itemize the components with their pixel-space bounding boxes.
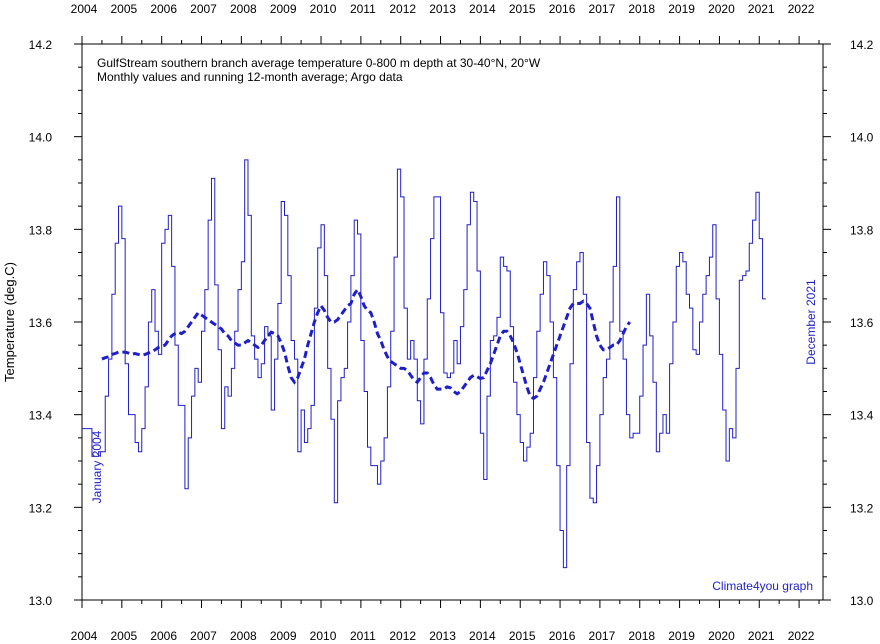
credit-label: Climate4you graph xyxy=(712,579,813,593)
x-tick-label-top: 2006 xyxy=(150,2,177,16)
y-tick-label-left: 13.2 xyxy=(29,501,53,515)
x-tick-label-bottom: 2007 xyxy=(190,629,217,643)
x-tick-label-top: 2010 xyxy=(310,2,337,16)
start-annotation: January 2004 xyxy=(90,430,104,503)
x-tick-label-top: 2017 xyxy=(589,2,616,16)
end-annotation: December 2021 xyxy=(804,279,818,365)
x-tick-label-bottom: 2020 xyxy=(708,629,735,643)
y-tick-label-left: 14.0 xyxy=(29,131,53,145)
y-tick-label-left: 14.2 xyxy=(29,38,53,52)
y-axis-label: Temperature (deg.C) xyxy=(2,262,17,382)
chart-title: GulfStream southern branch average tempe… xyxy=(97,56,541,70)
x-tick-label-top: 2008 xyxy=(230,2,257,16)
x-tick-label-top: 2018 xyxy=(628,2,655,16)
x-tick-label-top: 2019 xyxy=(668,2,695,16)
plot-frame xyxy=(81,43,824,601)
x-tick-label-top: 2013 xyxy=(429,2,456,16)
x-tick-label-top: 2014 xyxy=(469,2,496,16)
x-tick-label-top: 2005 xyxy=(110,2,137,16)
labels-layer: 2004 2004 2005 2005 2006 2006 2007 2007 2008 2008… xyxy=(29,2,874,643)
running-average-line xyxy=(101,286,631,401)
y-tick-label-right: 13.8 xyxy=(850,223,874,237)
y-tick-label-right: 13.2 xyxy=(850,501,874,515)
x-tick-label-bottom: 2013 xyxy=(429,629,456,643)
y-tick-label-right: 13.4 xyxy=(850,409,874,423)
ticks-layer xyxy=(74,36,831,608)
x-tick-label-top: 2015 xyxy=(509,2,536,16)
x-tick-label-bottom: 2016 xyxy=(549,629,576,643)
x-tick-label-bottom: 2009 xyxy=(270,629,297,643)
x-tick-label-bottom: 2022 xyxy=(788,629,815,643)
monthly-series-line xyxy=(82,159,766,569)
x-tick-label-bottom: 2008 xyxy=(230,629,257,643)
x-tick-label-top: 2016 xyxy=(549,2,576,16)
y-tick-label-left: 13.6 xyxy=(29,316,53,330)
x-tick-label-bottom: 2011 xyxy=(350,629,376,643)
x-tick-label-top: 2004 xyxy=(71,2,98,16)
x-tick-label-bottom: 2010 xyxy=(310,629,337,643)
x-tick-label-bottom: 2015 xyxy=(509,629,536,643)
x-tick-label-bottom: 2019 xyxy=(668,629,695,643)
y-tick-label-left: 13.4 xyxy=(29,409,53,423)
y-tick-label-left: 13.0 xyxy=(29,594,53,608)
x-tick-label-top: 2007 xyxy=(190,2,217,16)
x-tick-label-top: 2021 xyxy=(748,2,775,16)
x-tick-label-bottom: 2018 xyxy=(628,629,655,643)
x-tick-label-bottom: 2005 xyxy=(110,629,137,643)
x-tick-label-bottom: 2021 xyxy=(748,629,775,643)
x-tick-label-top: 2009 xyxy=(270,2,297,16)
x-tick-label-top: 2012 xyxy=(389,2,416,16)
y-tick-label-right: 13.0 xyxy=(850,594,874,608)
y-tick-label-right: 14.2 xyxy=(850,38,874,52)
x-tick-label-top: 2020 xyxy=(708,2,735,16)
y-tick-label-right: 14.0 xyxy=(850,131,874,145)
x-tick-label-bottom: 2012 xyxy=(389,629,416,643)
x-tick-label-bottom: 2017 xyxy=(589,629,616,643)
chart-subtitle: Monthly values and running 12-month aver… xyxy=(97,70,403,84)
y-tick-label-left: 13.8 xyxy=(29,223,53,237)
x-tick-label-top: 2011 xyxy=(350,2,376,16)
x-tick-label-bottom: 2014 xyxy=(469,629,496,643)
x-tick-label-bottom: 2004 xyxy=(71,629,98,643)
x-tick-label-bottom: 2006 xyxy=(150,629,177,643)
y-tick-label-right: 13.6 xyxy=(850,316,874,330)
x-tick-label-top: 2022 xyxy=(788,2,815,16)
